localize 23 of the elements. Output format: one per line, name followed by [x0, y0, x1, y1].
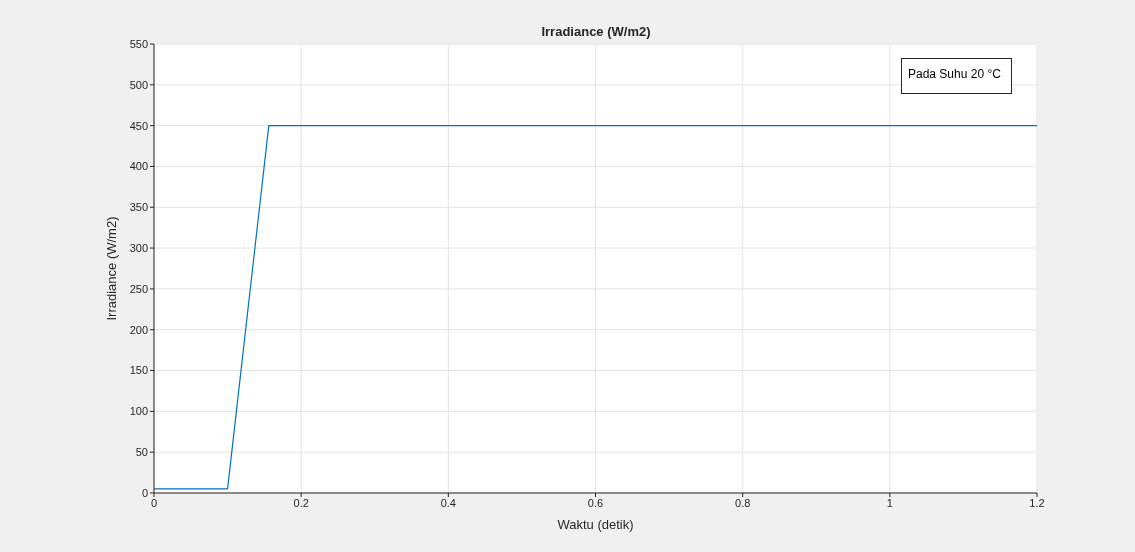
chart-title: Irradiance (W/m2): [541, 24, 651, 39]
y-tick-label: 50: [135, 446, 148, 459]
y-tick-label: 100: [129, 405, 148, 418]
x-tick-label: 1: [886, 496, 893, 509]
x-tick-label: 0: [150, 496, 158, 509]
y-tick-label: 300: [129, 242, 148, 254]
x-tick-label: 0.8: [735, 496, 751, 509]
y-tick-label: 550: [129, 37, 148, 50]
annotation: Pada Suhu 20 °C: [901, 58, 1012, 94]
x-axis-title: Waktu (detik): [557, 517, 634, 532]
y-tick-label: 400: [129, 160, 148, 173]
x-tick-label: 0.2: [293, 496, 309, 509]
y-tick-label: 350: [129, 201, 148, 214]
y-tick-label: 500: [129, 78, 148, 91]
x-tick-label: 0.6: [587, 496, 604, 509]
y-tick-label: 250: [129, 282, 148, 295]
y-axis-title: Irradiance (W/m2): [103, 216, 119, 321]
y-tick-label: 150: [129, 364, 148, 377]
y-tick-label: 0: [141, 486, 148, 499]
y-tick-label: 200: [129, 323, 148, 336]
y-tick-label: 450: [129, 119, 148, 132]
x-tick-label: 1.2: [1029, 496, 1045, 509]
x-tick-label: 0.4: [440, 496, 456, 509]
